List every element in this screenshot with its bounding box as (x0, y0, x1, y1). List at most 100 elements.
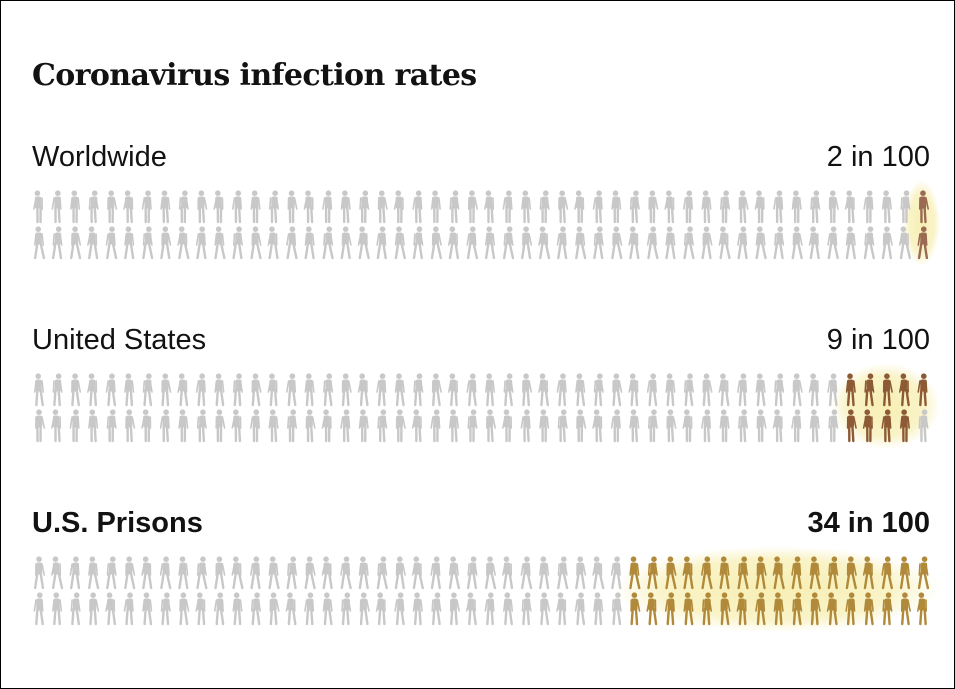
person-icon (178, 190, 189, 224)
person-icon-infected (881, 409, 892, 443)
person-icon (251, 373, 262, 407)
person-icon (593, 373, 604, 407)
person-icon (340, 190, 351, 224)
person-icon-infected (772, 556, 785, 590)
person-icon (556, 373, 567, 407)
person-icon-infected (683, 592, 694, 626)
person-icon (177, 373, 189, 407)
person-icon (538, 373, 550, 407)
person-icon-infected (827, 556, 839, 590)
person-icon (124, 373, 135, 407)
person-icon (197, 190, 208, 224)
person-icon (251, 592, 261, 626)
person-icon (540, 592, 551, 626)
person-icon (358, 409, 369, 443)
person-icon (105, 592, 117, 626)
person-icon (51, 409, 62, 443)
person-icon (592, 556, 605, 590)
person-icon (629, 409, 640, 443)
person-icon-infected (863, 592, 874, 626)
person-icon (701, 190, 712, 224)
person-icon (123, 190, 134, 224)
person-icon (484, 190, 495, 224)
person-icon (520, 409, 531, 443)
person-icon (376, 556, 388, 590)
person-icon (359, 592, 370, 626)
person-icon (51, 190, 62, 224)
person-icon (214, 226, 226, 260)
person-icon (648, 190, 659, 224)
person-icon (376, 373, 387, 407)
person-icon (70, 190, 81, 224)
person-icon (250, 409, 260, 443)
infected-highlight (614, 546, 940, 632)
person-icon (178, 409, 189, 443)
person-icon (375, 592, 386, 626)
person-icon (467, 190, 478, 224)
person-icon (141, 190, 152, 224)
person-icon (574, 190, 585, 224)
person-icon-infected (809, 556, 821, 590)
person-icon (755, 226, 767, 260)
person-icon (610, 409, 621, 443)
person-icon (232, 592, 243, 626)
person-icon-infected (845, 592, 856, 626)
person-icon (178, 556, 189, 590)
person-icon (863, 190, 874, 224)
person-icon (88, 190, 99, 224)
person-icon (142, 373, 153, 407)
person-icon-infected (665, 556, 677, 590)
row-label-worldwide: Worldwide (32, 141, 167, 173)
person-icon (502, 226, 515, 260)
person-icon (268, 556, 280, 590)
person-icon (611, 226, 623, 260)
person-icon (665, 373, 676, 407)
person-icon (447, 373, 458, 407)
person-icon (539, 190, 550, 224)
person-icon (359, 190, 370, 224)
person-icon (179, 592, 190, 626)
person-icon (231, 556, 244, 590)
person-icon (34, 373, 45, 407)
person-icon-infected (629, 556, 641, 590)
person-icon (35, 409, 46, 443)
person-icon (430, 226, 442, 260)
person-icon (592, 190, 603, 224)
person-icon (33, 226, 46, 260)
person-icon (159, 409, 170, 443)
person-icon (106, 556, 117, 590)
person-icon (521, 226, 533, 260)
person-icon (738, 409, 749, 443)
person-icon (412, 226, 424, 260)
person-icon-infected (719, 556, 730, 590)
person-icon (558, 190, 569, 224)
person-icon-infected (845, 373, 856, 407)
person-icon-infected (701, 592, 713, 626)
person-icon (394, 226, 406, 260)
person-icon (593, 592, 604, 626)
person-icon-infected (882, 592, 893, 626)
person-icon (123, 592, 134, 626)
person-icon (484, 226, 496, 260)
person-icon (881, 226, 893, 260)
person-icon-infected (917, 556, 930, 590)
row-rate-united-states: 9 in 100 (826, 324, 930, 356)
person-icon (411, 409, 422, 443)
person-icon (754, 190, 765, 224)
person-icon (755, 373, 766, 407)
row-label-united-states: United States (32, 324, 207, 356)
person-icon (502, 409, 513, 443)
person-icon (449, 190, 460, 224)
person-icon (467, 409, 478, 443)
person-icon (791, 226, 803, 260)
person-icon (538, 226, 551, 260)
person-icon (303, 190, 314, 224)
person-icon (810, 190, 821, 224)
person-icon (232, 226, 243, 260)
person-icon (522, 373, 533, 407)
person-icon (69, 556, 81, 590)
person-icon (160, 190, 171, 224)
person-icon (575, 556, 587, 590)
person-icon (773, 226, 785, 260)
person-icon (628, 226, 640, 260)
